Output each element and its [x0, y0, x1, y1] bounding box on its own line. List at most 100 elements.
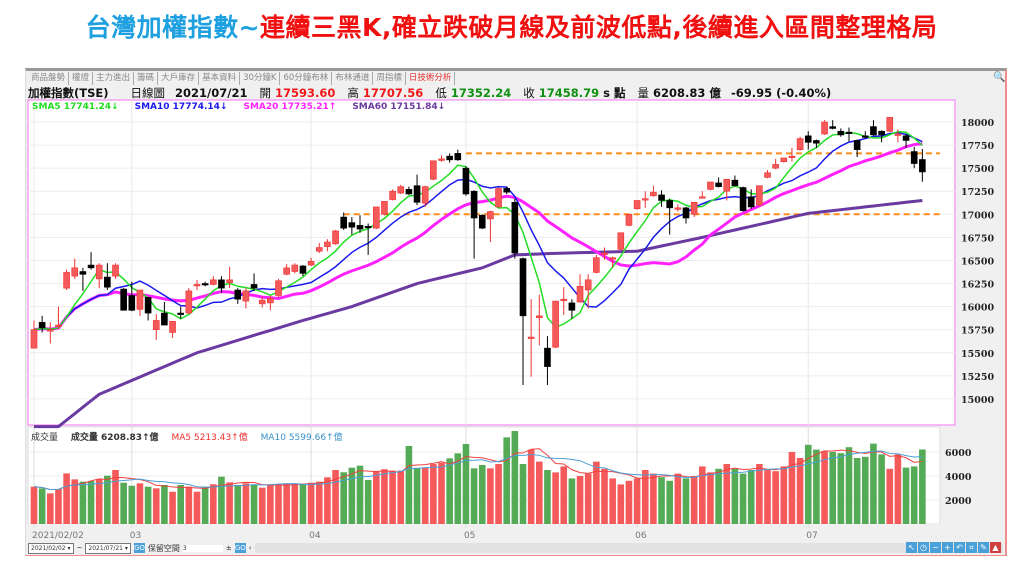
tab-8[interactable]: 60分鐘布林 — [280, 72, 333, 85]
candle — [625, 214, 633, 227]
candle-body — [258, 299, 266, 305]
candle — [87, 252, 95, 270]
candle — [470, 190, 478, 259]
volume-bar — [829, 452, 836, 524]
candle-body — [658, 194, 665, 201]
minus-icon[interactable]: − — [930, 542, 941, 553]
candle — [38, 315, 46, 333]
candle — [291, 263, 299, 274]
quote-date: 2021/07/21 — [175, 86, 248, 100]
horizontal-scrollbar[interactable] — [254, 543, 1003, 553]
candle-body — [136, 289, 144, 310]
candle — [46, 322, 54, 344]
tab-bar: 商品盤勢 權證 主力進出 籌碼 大戶庫存 基本資料 30分鐘K 60分鐘布林 布林通道 周指標 日技… — [28, 72, 456, 85]
candle-body — [63, 272, 70, 289]
candle — [79, 267, 87, 291]
volume-bar — [389, 470, 396, 524]
price-tick-label: 15500 — [961, 349, 994, 360]
volume-bar — [71, 479, 79, 524]
volume-bar — [30, 486, 38, 524]
candle-body — [544, 347, 551, 367]
zoom-icon[interactable]: 🔍 — [993, 72, 1006, 83]
tab-5[interactable]: 大戶庫存 — [158, 72, 200, 85]
keep-space-label: 保留空間 — [147, 543, 180, 553]
volume-bar — [739, 473, 747, 524]
price-tick-label: 17250 — [961, 187, 994, 198]
scroll-left-button[interactable]: ‹ — [248, 544, 252, 552]
tab-3[interactable]: 主力進出 — [93, 72, 135, 85]
candle — [177, 306, 184, 319]
start-date-dropdown[interactable]: 2021/02/02 ▾ — [28, 542, 74, 554]
candle-body — [698, 196, 706, 199]
candle-body — [495, 188, 502, 208]
tab-9[interactable]: 布林通道 — [332, 72, 374, 85]
clock-icon[interactable]: ◷ — [918, 542, 929, 553]
candle-body — [503, 188, 511, 193]
candle — [813, 139, 820, 148]
candle — [226, 266, 233, 289]
end-date-dropdown[interactable]: 2021/07/21 ▾ — [85, 542, 131, 554]
volume-bar — [128, 485, 136, 524]
tab-2[interactable]: 權證 — [69, 72, 94, 85]
volume-bar — [291, 483, 299, 524]
volume-bar — [324, 477, 331, 524]
tab-1[interactable]: 商品盤勢 — [28, 72, 70, 85]
volume-bar — [919, 449, 926, 524]
candle-body — [837, 130, 845, 136]
volume-bar — [674, 473, 682, 524]
candle — [910, 146, 918, 169]
tab-7[interactable]: 30分鐘K — [240, 72, 281, 85]
pen-icon[interactable]: ✎ — [978, 542, 989, 553]
apply-keep-button[interactable]: GO — [234, 543, 246, 553]
volume-bar — [226, 482, 233, 524]
x-tick-label: 2021/02/02 — [32, 531, 84, 541]
candle-body — [446, 155, 453, 161]
undo-icon[interactable]: ↶ — [954, 542, 965, 553]
candle-body — [372, 206, 380, 229]
candle — [723, 178, 731, 201]
volume-tick-label: 4000 — [945, 472, 972, 483]
apply-range-button[interactable]: GO — [133, 543, 145, 553]
candle — [136, 289, 144, 316]
ma-legend-item: SMA5 17741.24↓ — [32, 102, 119, 112]
tab-11[interactable]: 日技術分析 — [406, 72, 456, 85]
keep-space-input[interactable]: 3 — [182, 544, 223, 552]
volume-bar — [576, 476, 584, 524]
candle — [593, 254, 600, 274]
tab-10[interactable]: 周指標 — [373, 72, 406, 85]
candle-body — [764, 172, 771, 178]
alert-icon[interactable]: ▲ — [990, 542, 1001, 553]
volume-bar — [364, 479, 372, 524]
candle-body — [291, 264, 299, 272]
candle-body — [707, 181, 714, 190]
keep-space-stepper[interactable]: ± — [225, 544, 232, 552]
volume-bar — [593, 461, 600, 524]
volume-bar — [552, 472, 559, 524]
tab-4[interactable]: 籌碼 — [134, 72, 159, 85]
volume-bar — [519, 464, 527, 524]
candle-body — [397, 186, 405, 194]
candle-body — [169, 321, 176, 333]
pointer-icon[interactable]: ↖ — [906, 542, 917, 553]
plus-icon[interactable]: + — [942, 542, 953, 553]
candle — [682, 206, 690, 224]
candle-body — [878, 130, 885, 136]
candle — [756, 185, 763, 206]
tab-6[interactable]: 基本資料 — [199, 72, 241, 85]
volume-ma5-line — [33, 448, 923, 490]
volume-bar — [527, 449, 535, 524]
candle — [837, 128, 845, 137]
volume-bar — [234, 485, 242, 524]
candle — [120, 288, 127, 311]
candle — [658, 190, 665, 207]
candle — [739, 186, 747, 212]
volume-bar — [837, 453, 845, 524]
candle — [112, 263, 119, 279]
candle-body — [218, 279, 225, 289]
volume-bar — [258, 487, 266, 524]
candle — [152, 313, 160, 340]
fit-icon[interactable]: ⌗ — [966, 542, 977, 553]
candle — [707, 181, 714, 191]
candle — [381, 201, 388, 216]
